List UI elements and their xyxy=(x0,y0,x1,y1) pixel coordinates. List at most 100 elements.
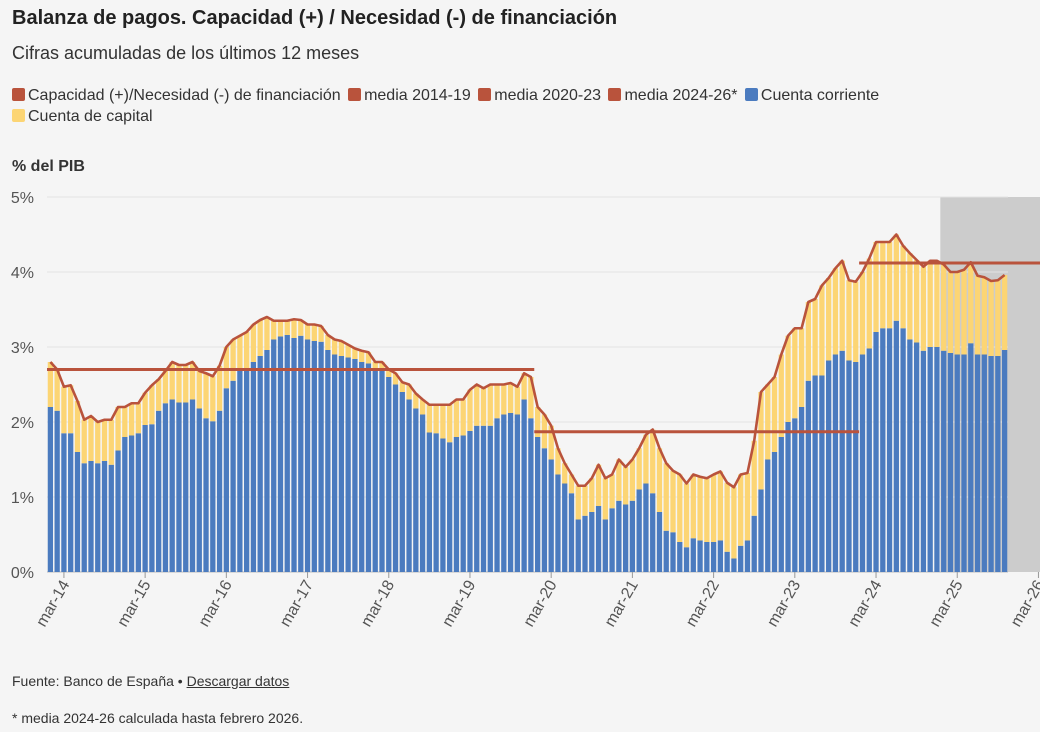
bar-cuenta-capital xyxy=(683,483,690,548)
bar-cuenta-corriente xyxy=(325,350,331,572)
x-tick-label: mar-22 xyxy=(683,577,723,629)
bar-cuenta-capital xyxy=(183,365,189,403)
bar-cuenta-corriente xyxy=(562,483,568,572)
bar-cuenta-capital xyxy=(853,281,859,362)
legend-item-cuenta-capital[interactable]: Cuenta de capital xyxy=(12,106,153,127)
bar-cuenta-corriente xyxy=(196,408,202,572)
bar-cuenta-capital xyxy=(771,377,778,452)
bar-cuenta-capital xyxy=(609,474,615,509)
bar-cuenta-corriente xyxy=(135,433,142,572)
bar-cuenta-corriente xyxy=(467,431,473,572)
bar-cuenta-corriente xyxy=(480,425,487,572)
bar-cuenta-capital xyxy=(440,404,446,439)
bar-cuenta-corriente xyxy=(474,425,480,572)
bar-cuenta-capital xyxy=(778,354,784,437)
bar-cuenta-corriente xyxy=(636,489,642,572)
bar-cuenta-capital xyxy=(419,399,426,415)
x-tick-label: mar-25 xyxy=(927,577,967,629)
bar-cuenta-capital xyxy=(399,382,405,392)
bar-cuenta-capital xyxy=(710,474,717,542)
bar-cuenta-capital xyxy=(386,369,392,377)
bar-cuenta-corriente xyxy=(643,483,649,572)
bar-cuenta-capital xyxy=(460,399,466,436)
bar-cuenta-corriente xyxy=(101,461,108,572)
bar-cuenta-corriente xyxy=(169,399,175,572)
bar-cuenta-capital xyxy=(325,335,331,350)
bar-cuenta-corriente xyxy=(656,512,663,572)
bar-cuenta-capital xyxy=(995,280,1001,356)
bar-cuenta-capital xyxy=(487,384,493,426)
bar-cuenta-capital xyxy=(954,272,960,355)
bar-cuenta-capital xyxy=(230,339,236,381)
bar-cuenta-capital xyxy=(595,464,602,506)
bar-cuenta-capital xyxy=(122,407,128,437)
bar-cuenta-corriente xyxy=(352,359,358,572)
bar-cuenta-capital xyxy=(663,463,669,531)
x-tick-label: mar-17 xyxy=(277,577,317,629)
bar-cuenta-corriente xyxy=(460,435,466,572)
bar-cuenta-capital xyxy=(846,280,852,361)
bar-cuenta-corriente xyxy=(866,348,872,572)
legend-label: media 2024-26* xyxy=(624,87,738,104)
legend-item-cuenta-corriente[interactable]: Cuenta corriente xyxy=(744,85,879,106)
bar-cuenta-corriente xyxy=(47,407,54,572)
bar-cuenta-capital xyxy=(406,384,412,400)
bar-cuenta-corriente xyxy=(318,341,324,572)
bar-cuenta-corriente xyxy=(629,500,636,572)
bar-cuenta-corriente xyxy=(798,407,805,572)
bar-cuenta-capital xyxy=(907,253,913,340)
bar-cuenta-corriente xyxy=(582,515,588,572)
bar-cuenta-corriente xyxy=(805,380,811,572)
bar-cuenta-capital xyxy=(704,478,710,542)
bar-cuenta-capital xyxy=(514,386,520,415)
bar-cuenta-capital xyxy=(257,320,263,356)
bar-cuenta-capital xyxy=(250,324,257,362)
bar-cuenta-capital xyxy=(95,422,101,464)
bar-cuenta-capital xyxy=(61,386,67,434)
legend-item-media-2014-19[interactable]: media 2014-19 xyxy=(348,85,471,106)
bar-cuenta-capital xyxy=(379,362,385,370)
bar-cuenta-capital xyxy=(900,245,906,329)
bar-cuenta-corriente xyxy=(758,489,764,572)
bar-cuenta-corriente xyxy=(494,418,500,572)
bar-cuenta-corriente xyxy=(156,410,162,572)
legend-label: Capacidad (+)/Necesidad (-) de financiac… xyxy=(28,87,341,104)
bar-cuenta-capital xyxy=(765,384,771,460)
bar-cuenta-capital xyxy=(1001,275,1008,350)
legend-item-media-2020-23[interactable]: media 2020-23 xyxy=(478,85,601,106)
bar-cuenta-corriente xyxy=(128,435,135,572)
bar-cuenta-corriente xyxy=(616,500,622,572)
bar-cuenta-corriente xyxy=(216,410,223,572)
legend-item-capacidad[interactable]: Capacidad (+)/Necesidad (-) de financiac… xyxy=(12,85,341,106)
bar-cuenta-capital xyxy=(636,448,642,490)
bar-cuenta-corriente xyxy=(859,354,866,572)
x-tick-label: mar-19 xyxy=(439,577,479,629)
legend-item-media-2024-26[interactable]: media 2024-26* xyxy=(608,85,737,106)
bar-cuenta-corriente xyxy=(535,437,541,572)
bar-cuenta-corriente xyxy=(399,392,405,572)
bar-cuenta-capital xyxy=(832,268,839,355)
bar-cuenta-capital xyxy=(568,474,575,494)
bar-cuenta-corriente xyxy=(568,493,575,572)
x-tick-label: mar-16 xyxy=(196,577,236,629)
bar-cuenta-corriente xyxy=(941,350,947,572)
bar-cuenta-corriente xyxy=(386,377,392,572)
bar-cuenta-capital xyxy=(805,302,811,381)
bar-cuenta-capital xyxy=(433,404,439,434)
bar-cuenta-capital xyxy=(724,482,730,552)
bar-cuenta-corriente xyxy=(433,433,439,572)
bar-cuenta-capital xyxy=(128,403,135,436)
download-data-link[interactable]: Descargar datos xyxy=(186,673,290,689)
bar-cuenta-capital xyxy=(507,383,514,413)
bar-cuenta-corriente xyxy=(886,328,893,572)
bar-cuenta-corriente xyxy=(501,414,507,572)
bar-cuenta-capital xyxy=(345,344,351,358)
bar-cuenta-capital xyxy=(562,463,568,484)
bar-cuenta-corriente xyxy=(575,519,581,572)
bar-cuenta-corriente xyxy=(968,343,974,572)
bar-cuenta-capital xyxy=(650,429,656,494)
bar-cuenta-corriente xyxy=(230,380,236,572)
bar-cuenta-capital xyxy=(284,320,290,335)
bar-cuenta-capital xyxy=(189,362,196,400)
bar-cuenta-corriente xyxy=(250,362,257,572)
